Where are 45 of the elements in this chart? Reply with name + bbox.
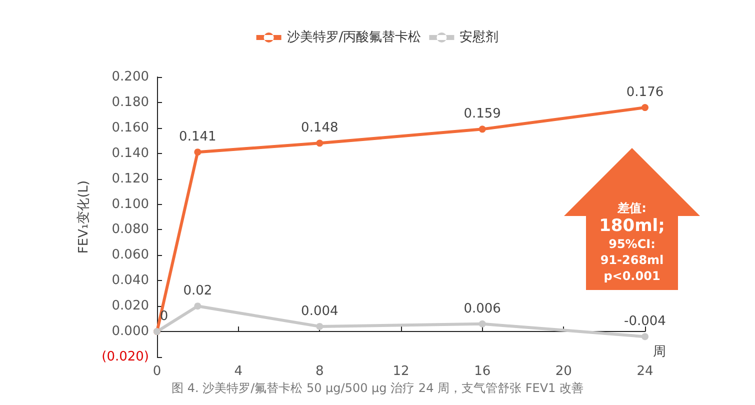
x-axis-title: 周	[653, 344, 666, 360]
x-tick-label: 20	[555, 364, 572, 379]
legend-label: 安慰剂	[460, 29, 499, 45]
x-tick-label: 12	[392, 364, 410, 379]
annotation: 差值:	[616, 200, 648, 216]
point	[642, 333, 648, 340]
point	[194, 148, 202, 156]
data-label: 0.159	[464, 106, 501, 122]
legend-label: 沙美特罗/丙酸氟替卡松	[286, 29, 422, 45]
data-label: 0.004	[301, 304, 338, 319]
annotation: 91-268ml	[599, 252, 665, 268]
y-tick-label: 0.120	[112, 171, 149, 186]
caption: 图 4. 沙美特罗/氟替卡松 50 μg/500 μg 治疗 24 周，支气管舒张 FEV1 改善	[170, 380, 584, 397]
y-tick-label: 0.080	[112, 222, 149, 238]
annotation: 95%CI:	[608, 236, 656, 252]
data-label: -0.004	[624, 314, 666, 330]
data-label: 0.006	[464, 301, 501, 316]
y-tick-label: 0.000	[112, 324, 149, 340]
y-tick-label: 0.060	[112, 248, 149, 263]
data-label: 0.141	[179, 130, 216, 145]
x-tick-label: 24	[636, 364, 654, 379]
annotation: p<0.001	[602, 268, 662, 284]
y-tick-label: 0.140	[112, 146, 149, 161]
x-tick-label: 8	[316, 364, 324, 379]
y-tick-label: 0.020	[112, 298, 149, 314]
annotation: 180ml;	[598, 216, 666, 236]
point	[316, 140, 324, 147]
x-tick-label: 4	[234, 364, 242, 379]
y-axis-title: FEV₁变化(L)	[76, 180, 92, 254]
data-label: 0.148	[301, 120, 338, 136]
data-label: 0.02	[183, 284, 212, 299]
y-tick-label: 0.200	[112, 70, 149, 84]
x-tick-label: 0	[152, 364, 162, 379]
point	[478, 320, 486, 328]
data-label: 0.176	[626, 85, 664, 100]
y-tick-label: 0.100	[112, 196, 149, 212]
y-tick-label: 0.180	[112, 94, 149, 110]
y-tick-label: 0.040	[112, 273, 149, 288]
point	[194, 302, 202, 310]
y-tick-label: (0.020)	[102, 350, 149, 364]
x-tick-label: 16	[474, 364, 491, 379]
point	[642, 104, 648, 112]
point	[316, 322, 324, 330]
point	[478, 126, 486, 133]
y-tick-label: 0.160	[112, 120, 149, 136]
